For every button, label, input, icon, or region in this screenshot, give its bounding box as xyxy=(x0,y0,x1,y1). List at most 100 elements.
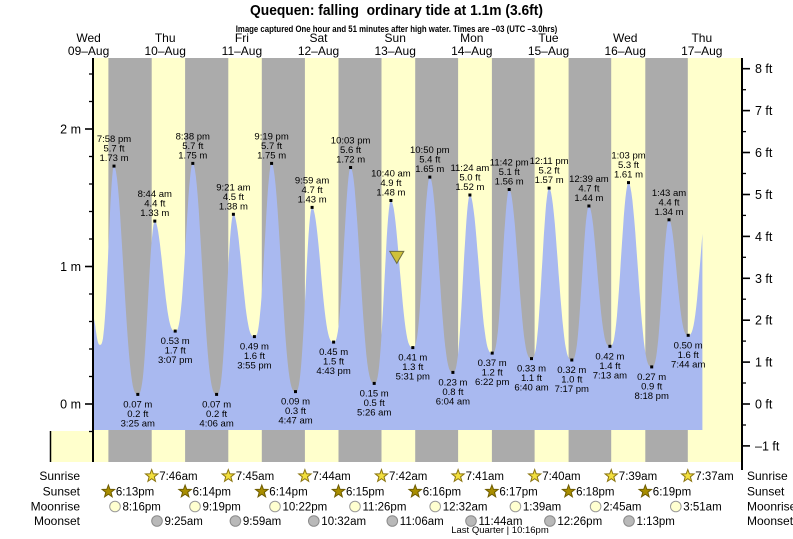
tide-annotation-line: 1.75 m xyxy=(257,150,286,161)
sunrise-icon xyxy=(373,468,389,483)
tide-annotation-line: 11:42 pm xyxy=(490,158,529,169)
tide-extreme-dot xyxy=(451,370,455,374)
right-axis-label: 5 ft xyxy=(755,188,773,202)
tide-annotation-line: 0.5 ft xyxy=(364,398,385,409)
tide-extreme-dot xyxy=(547,186,551,190)
tide-annotation-line: 1.61 m xyxy=(614,170,643,181)
tide-extreme-dot xyxy=(507,188,511,191)
tide-annotation-line: 1.5 ft xyxy=(323,357,344,368)
astro-event-time: 7:45am xyxy=(236,471,274,483)
tide-annotation-line: 0.2 ft xyxy=(206,409,227,420)
tide-annotation-line: 12:11 pm xyxy=(530,156,569,167)
tide-extreme-dot xyxy=(136,392,140,396)
astro-row-label-right: Moonrise xyxy=(747,500,793,514)
tide-annotation-line: 4:43 pm xyxy=(316,366,350,377)
current-tide-marker xyxy=(388,250,405,265)
astro-event-time: 10:32am xyxy=(321,516,366,528)
tide-annotation-line: 5.7 ft xyxy=(261,141,282,152)
tide-annotation-line: 1.56 m xyxy=(495,177,524,188)
tide-annotation-line: 1.75 m xyxy=(178,150,207,161)
tide-annotation-line: 9:59 am xyxy=(295,175,329,186)
tide-annotation-line: 0.33 m xyxy=(517,364,546,375)
astro-event-time: 6:16pm xyxy=(423,487,461,499)
astro-event-time: 11:06am xyxy=(400,516,444,528)
right-axis: –1 ft 0 ft 1 ft 2 ft 3 ft 4 ft 5 ft 6 ft 7 ft 8 f… xyxy=(741,58,780,470)
astro-event-time: 6:18pm xyxy=(576,487,614,499)
sunset-icon xyxy=(637,483,653,498)
moonset-icon xyxy=(386,515,399,527)
astro-event-time: 12:32am xyxy=(443,502,488,514)
right-axis-label: 8 ft xyxy=(755,62,773,76)
astro-event-time: 9:59am xyxy=(243,516,281,528)
tide-annotation-line: 0.49 m xyxy=(240,342,269,353)
day-label-weekday: Wed xyxy=(613,31,637,45)
day-label-weekday: Tue xyxy=(538,31,559,45)
astro-row-label-left: Sunset xyxy=(43,485,81,499)
astro-event-time: 8:16pm xyxy=(123,502,161,514)
day-label-weekday: Mon xyxy=(460,31,483,45)
tide-annotation-line: 4:06 am xyxy=(199,418,233,429)
astro-event-time: 2:45am xyxy=(603,502,641,514)
astro-row-label-left: Moonrise xyxy=(31,500,81,514)
moon-phase-label: Last Quarter | 10:16pm xyxy=(451,525,549,536)
tide-extreme-dot xyxy=(252,335,256,339)
astro-event-time: 7:46am xyxy=(159,471,197,483)
tide-extreme-dot xyxy=(411,346,415,350)
sunset-icon xyxy=(177,483,193,498)
astro-timeline: Sunrise Sunrise 7:46am 7:45am 7:44am 7:42am 7:… xyxy=(31,468,793,528)
astro-event-time: 9:25am xyxy=(165,516,203,528)
tide-annotation-line: 9:19 pm xyxy=(254,131,288,142)
astro-event-time: 7:42am xyxy=(389,471,427,483)
page-subtitle: Image captured One hour and 51 minutes a… xyxy=(235,24,558,35)
tide-annotation-line: 1.6 ft xyxy=(678,350,699,361)
sunrise-icon xyxy=(297,468,313,483)
tide-extreme-dot xyxy=(372,381,376,385)
tide-extreme-dot xyxy=(608,344,612,348)
tide-annotation-line: 1.33 m xyxy=(140,208,169,219)
tide-annotation-line: 9:21 am xyxy=(216,182,250,193)
astro-event-time: 6:17pm xyxy=(499,487,537,499)
tide-annotation-line: 1:03 pm xyxy=(611,151,645,162)
tide-extreme-dot xyxy=(389,199,393,202)
tide-annotation-line: 1.34 m xyxy=(654,207,683,218)
sunset-icon xyxy=(330,483,347,498)
sunset-icon xyxy=(484,483,500,498)
astro-event-time: 7:37am xyxy=(695,471,733,483)
astro-event-time: 11:26pm xyxy=(363,502,407,514)
astro-row-label-left: Sunrise xyxy=(39,469,80,483)
tide-extreme-dot xyxy=(215,392,219,396)
tide-extreme-dot xyxy=(112,164,116,168)
tide-annotation-line: 5.3 ft xyxy=(618,160,639,171)
left-axis-label: 0 m xyxy=(60,398,81,412)
right-axis-label: 4 ft xyxy=(755,230,773,244)
day-label-weekday: Fri xyxy=(235,31,249,45)
tide-annotation-line: 5.4 ft xyxy=(419,155,440,166)
tide-annotation-line: 10:50 pm xyxy=(410,145,450,156)
tide-annotation-line: 4.4 ft xyxy=(658,197,679,208)
tide-annotation-line: 5.7 ft xyxy=(103,144,124,155)
tide-annotation-line: 5.6 ft xyxy=(340,145,361,156)
tide-annotation-line: 0.50 m xyxy=(674,340,703,351)
astro-event-time: 1:39am xyxy=(523,502,561,514)
day-label-weekday: Wed xyxy=(76,31,100,45)
tide-annotation-line: 0.27 m xyxy=(637,372,666,383)
sunset-icon xyxy=(407,483,423,498)
tide-annotation-line: 7:44 am xyxy=(671,359,705,370)
tide-extreme-dot xyxy=(173,329,177,333)
tide-annotation-line: 1.38 m xyxy=(219,201,248,212)
tide-annotation-line: 5:26 am xyxy=(357,407,391,418)
tide-extreme-dot xyxy=(231,212,235,216)
axis-strip-extension xyxy=(50,431,93,462)
sunrise-icon xyxy=(144,468,160,483)
moonrise-icon xyxy=(589,500,602,513)
tide-extreme-dot xyxy=(294,390,297,394)
tide-annotation-line: 6:22 pm xyxy=(475,377,509,388)
right-axis-label: 0 ft xyxy=(755,398,773,412)
tide-extreme-dot xyxy=(153,219,157,223)
tide-annotation-line: 1.4 ft xyxy=(599,361,620,372)
moonset-icon xyxy=(544,515,556,527)
tide-extreme-dot xyxy=(686,333,690,337)
tide-annotation-line: 5.1 ft xyxy=(499,167,520,178)
sunrise-icon xyxy=(680,468,696,483)
moonset-icon xyxy=(308,515,320,527)
